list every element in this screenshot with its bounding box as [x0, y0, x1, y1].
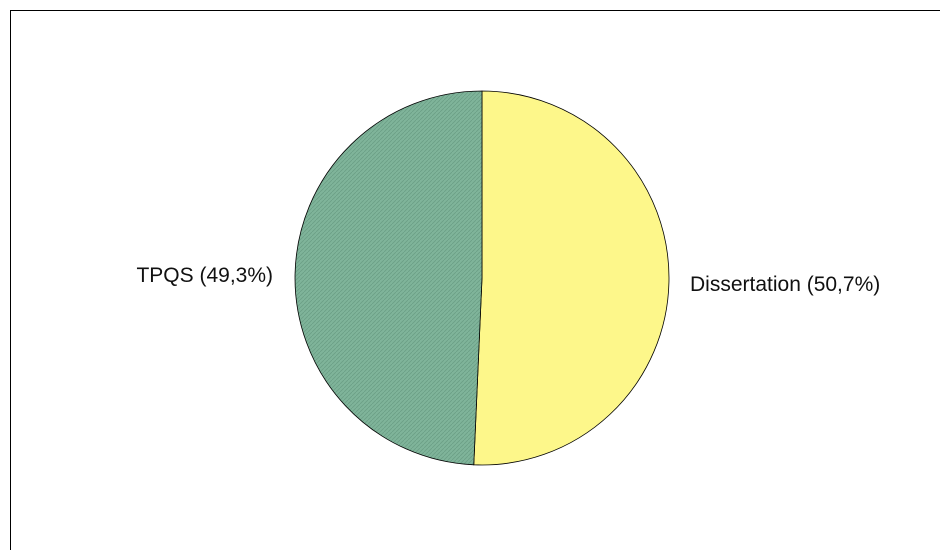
- slice-label-dissertation: Dissertation (50,7%): [690, 273, 880, 296]
- pie-slice-tpqs: [294, 90, 483, 466]
- chart-frame: [10, 10, 940, 550]
- pie-chart: Dissertation (50,7%) TPQS (49,3%): [136, 90, 880, 466]
- chart-canvas: Dissertation (50,7%) TPQS (49,3%): [10, 10, 940, 550]
- slice-label-tpqs: TPQS (49,3%): [136, 264, 273, 287]
- pie-slice-dissertation: [473, 90, 670, 466]
